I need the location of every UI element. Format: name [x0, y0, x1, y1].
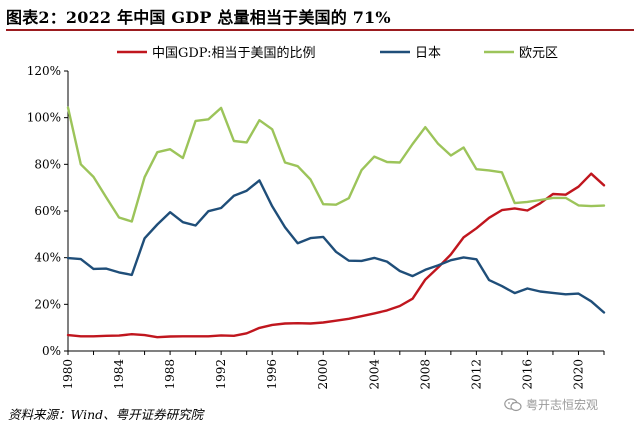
x-tick-label: 1980 [61, 359, 75, 390]
series-line-1 [66, 172, 606, 339]
x-tick-label: 2004 [367, 359, 381, 390]
legend-label-3: 欧元区 [519, 46, 558, 61]
legend: 中国GDP:相当于美国的比例 日本 欧元区 [117, 45, 558, 61]
y-tick-label: 40% [34, 251, 61, 265]
legend-label-1: 中国GDP:相当于美国的比例 [152, 45, 315, 61]
series-line-2 [66, 179, 606, 314]
legend-label-2: 日本 [415, 46, 441, 61]
watermark-text: 粤开志恒宏观 [526, 398, 599, 412]
x-tick-label: 1988 [163, 359, 177, 390]
x-tick-label: 2008 [418, 359, 432, 390]
series-line-3 [66, 106, 606, 223]
y-tick-label: 60% [34, 204, 61, 218]
y-tick-label: 120% [27, 64, 61, 78]
wechat-icon [504, 397, 522, 411]
x-tick-label: 2016 [520, 359, 534, 390]
x-tick-label: 1984 [112, 359, 126, 390]
x-tick-label: 2020 [571, 359, 585, 390]
source-note: 资料来源：Wind、粤开证券研究院 [8, 407, 204, 422]
y-axis: 0% 20% 40% 60% 80% 100% 120% [27, 64, 69, 358]
watermark: 粤开志恒宏观 [504, 396, 598, 413]
title-rule [6, 29, 634, 31]
x-tick-label: 2000 [316, 359, 330, 390]
line-chart: 中国GDP:相当于美国的比例 日本 欧元区 0% 20% 40% 60% 80% 100% 12… [27, 45, 606, 390]
y-tick-label: 80% [34, 157, 61, 171]
x-tick-label: 1996 [265, 359, 279, 390]
series-layer [66, 106, 606, 339]
y-tick-label: 100% [27, 111, 61, 125]
x-axis: 1980 1984 1988 1992 1996 2000 2004 2008 2012 2016… [61, 350, 605, 390]
y-tick-label: 0% [42, 344, 61, 358]
x-tick-label: 1992 [214, 359, 228, 390]
x-tick-label: 2012 [469, 359, 483, 390]
figure-title: 图表2：2022 年中国 GDP 总量相当于美国的 71% [6, 8, 391, 27]
y-tick-label: 20% [34, 297, 61, 311]
